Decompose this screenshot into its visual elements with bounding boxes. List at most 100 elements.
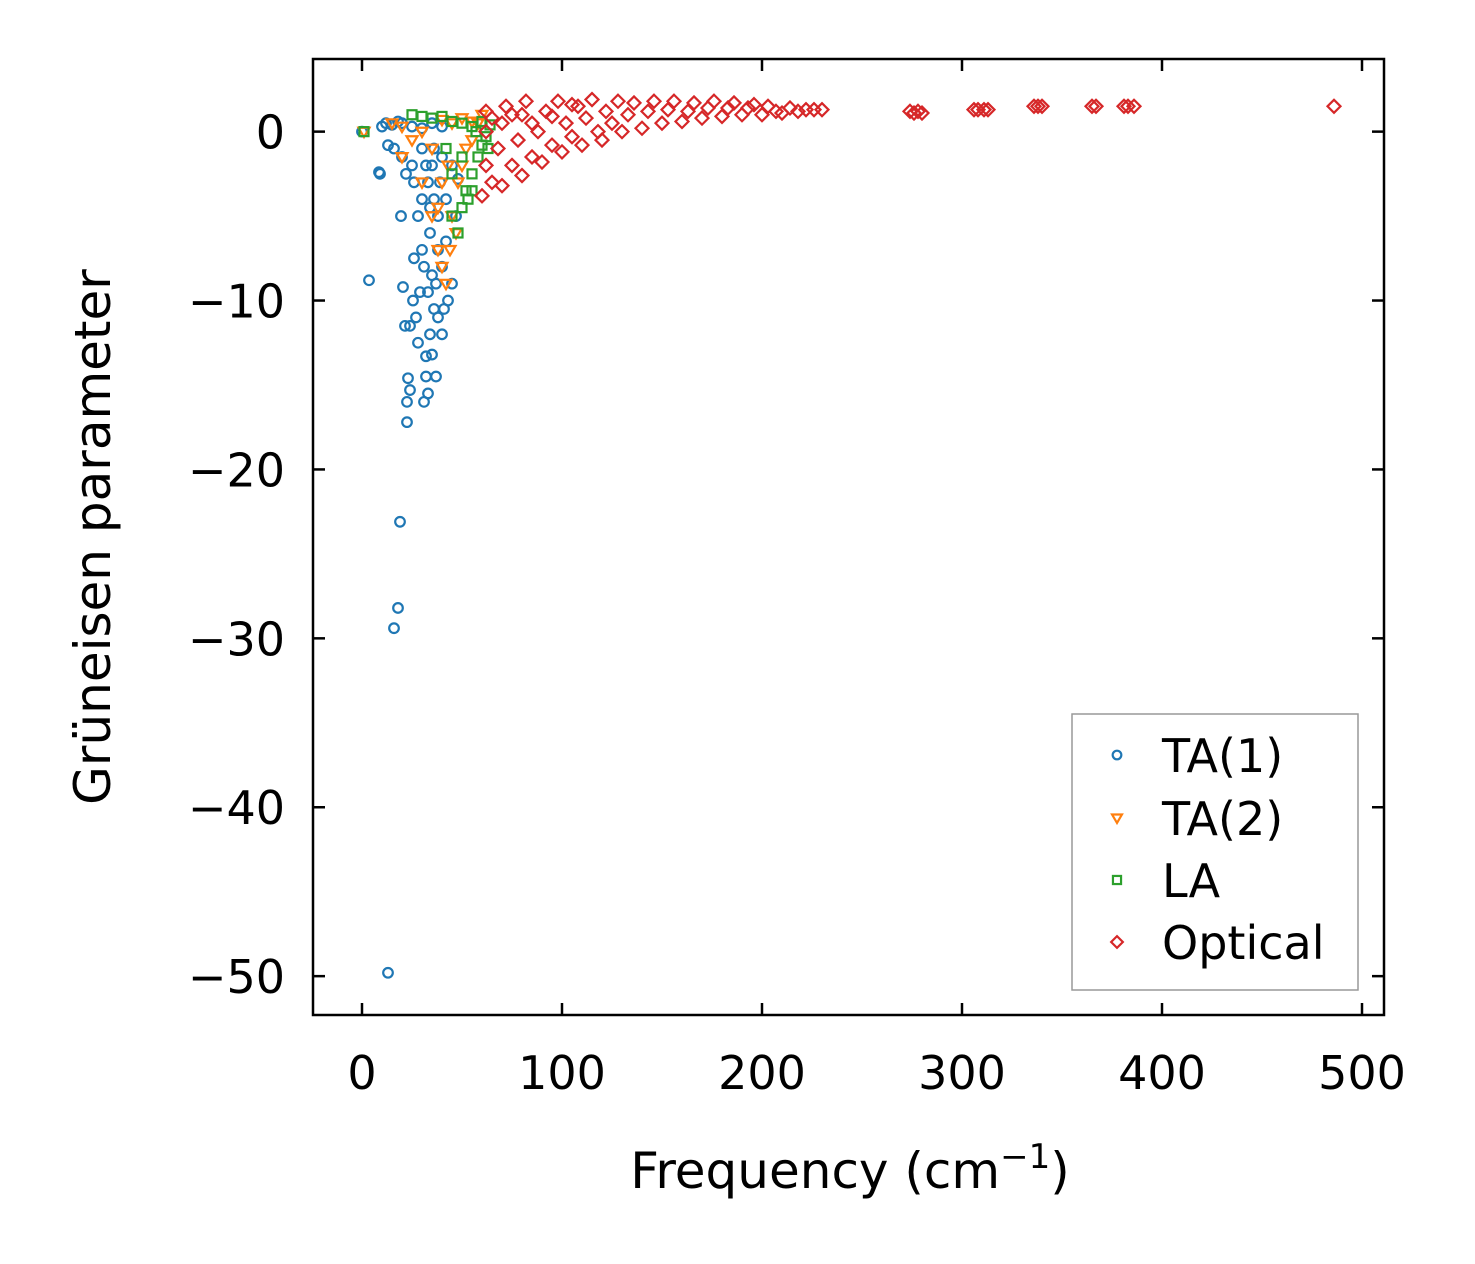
data-point xyxy=(789,103,807,120)
data-point xyxy=(813,101,831,118)
data-point xyxy=(406,159,418,172)
data-point xyxy=(416,243,428,256)
y-tick-label: 0 xyxy=(256,106,285,160)
y-tick-label: −10 xyxy=(188,275,285,329)
y-tick-label: −30 xyxy=(188,612,285,666)
plot-frame xyxy=(311,57,1386,1017)
data-point xyxy=(745,96,763,113)
data-point xyxy=(625,94,643,111)
legend-label: TA(2) xyxy=(1161,792,1283,846)
data-point xyxy=(705,93,723,110)
data-point xyxy=(430,277,442,290)
data-point xyxy=(410,311,422,324)
data-point xyxy=(392,602,404,614)
data-point xyxy=(401,416,413,429)
data-point xyxy=(483,110,501,127)
data-point xyxy=(503,157,521,174)
data-point xyxy=(446,210,458,222)
data-point xyxy=(619,106,637,123)
legend-marker-icon xyxy=(1110,813,1124,826)
data-point xyxy=(442,244,458,258)
axis-ticks: 0 100 200 300 400 500 0 −10 −20 −30 −40 −50 xyxy=(188,59,1406,1100)
data-point xyxy=(543,108,561,125)
data-point xyxy=(402,372,414,385)
data-point xyxy=(693,110,711,127)
data-point xyxy=(430,244,446,258)
x-axis-label: Frequency (cm−1) xyxy=(630,1137,1070,1200)
data-point xyxy=(549,93,567,110)
data-point xyxy=(557,115,575,132)
x-tick-label: 300 xyxy=(918,1046,1006,1100)
data-point xyxy=(583,91,601,108)
data-point xyxy=(1119,98,1137,115)
data-point xyxy=(909,103,927,120)
legend-label: Optical xyxy=(1162,916,1324,970)
x-tick-label: 200 xyxy=(718,1046,806,1100)
y-tick-label: −50 xyxy=(188,950,285,1004)
data-point xyxy=(407,294,419,307)
data-point xyxy=(397,281,409,293)
x-tick-label: 0 xyxy=(347,1046,376,1100)
legend: TA(1) TA(2) LA Optical xyxy=(1071,713,1359,991)
data-point xyxy=(424,143,440,157)
data-point xyxy=(363,274,375,287)
legend-entry: TA(1) xyxy=(1111,729,1283,783)
y-axis-label: Grüneisen parameter xyxy=(64,269,122,805)
legend-marker-icon xyxy=(1111,874,1123,886)
data-point xyxy=(613,123,631,140)
data-point xyxy=(432,311,444,324)
data-point xyxy=(509,132,527,149)
data-point xyxy=(394,515,406,528)
data-point xyxy=(424,227,436,239)
data-point xyxy=(444,118,460,131)
data-point xyxy=(456,151,468,163)
data-point xyxy=(412,210,424,222)
data-point xyxy=(388,142,400,155)
data-point xyxy=(394,152,410,165)
data-point xyxy=(513,167,531,184)
data-point xyxy=(1033,98,1051,115)
data-point xyxy=(395,210,407,222)
data-point xyxy=(438,278,454,292)
x-tick-label: 100 xyxy=(518,1046,606,1100)
data-point xyxy=(913,104,931,122)
data-point xyxy=(418,395,430,408)
data-point xyxy=(382,139,394,152)
data-point xyxy=(414,177,430,190)
data-point xyxy=(446,168,458,180)
data-point xyxy=(394,121,410,135)
data-point xyxy=(477,123,495,140)
data-point xyxy=(438,303,450,315)
data-point xyxy=(493,177,511,194)
data-point xyxy=(412,336,424,349)
y-tick-label: −40 xyxy=(188,781,285,835)
data-point xyxy=(416,142,428,155)
data-point xyxy=(563,128,581,145)
data-point xyxy=(440,193,452,206)
legend-marker-icon xyxy=(1111,749,1123,761)
data-point xyxy=(440,160,456,174)
data-point xyxy=(399,319,411,332)
data-point xyxy=(517,93,535,110)
series-optical xyxy=(473,91,1343,204)
data-point xyxy=(426,159,438,172)
data-point xyxy=(1029,98,1047,115)
data-point xyxy=(653,115,671,132)
data-points xyxy=(356,91,1343,979)
data-point xyxy=(543,137,561,154)
data-point xyxy=(424,211,440,224)
data-point xyxy=(569,98,587,115)
data-point xyxy=(466,168,478,180)
legend-label: TA(1) xyxy=(1161,729,1283,783)
data-point xyxy=(633,120,651,137)
data-point xyxy=(975,101,993,118)
x-tick-label: 400 xyxy=(1118,1046,1206,1100)
data-point xyxy=(416,193,428,206)
data-point xyxy=(739,99,757,117)
data-point xyxy=(426,348,438,361)
data-point xyxy=(493,115,511,132)
y-tick-label: −20 xyxy=(188,443,285,497)
data-point xyxy=(388,622,400,635)
